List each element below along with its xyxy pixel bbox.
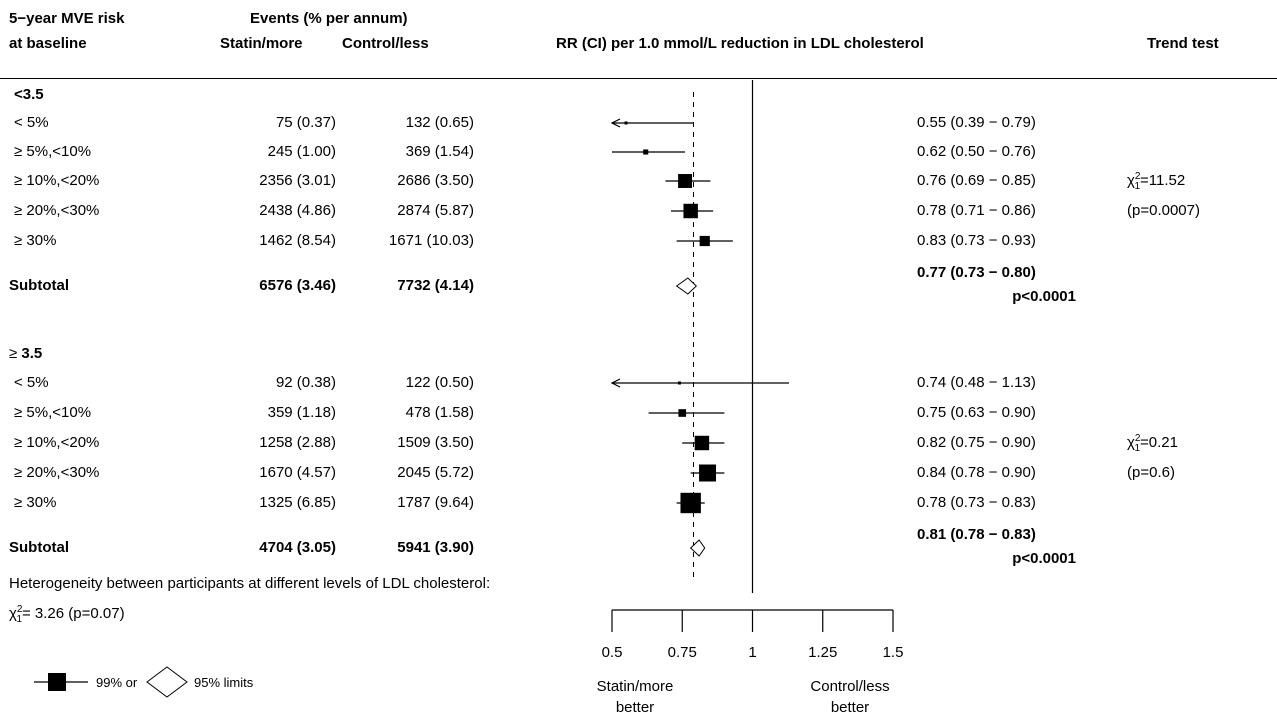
control-cell: 2874 (5.87) <box>397 202 474 219</box>
legend-99-label: 99% or <box>96 675 138 690</box>
estimate-square <box>678 409 687 417</box>
row-label: ≥ 5%,<10% <box>14 404 92 421</box>
estimate-square <box>624 121 628 125</box>
subtotal-label: Subtotal <box>9 539 69 556</box>
subtotal-label: Subtotal <box>9 277 69 294</box>
risk-header-line1: 5−year MVE risk <box>9 10 125 27</box>
rr-cell: 0.82 (0.75 − 0.90) <box>917 434 1036 451</box>
row-label: ≥ 5%,<10% <box>14 143 92 160</box>
control-cell: 1509 (3.50) <box>397 434 474 451</box>
group1-label: <3.5 <box>14 86 44 103</box>
axis-left-label-2: better <box>615 699 655 716</box>
row-label: < 5% <box>14 114 49 131</box>
estimate-square <box>683 203 698 219</box>
subtotal-diamond <box>675 277 698 295</box>
control-cell: 478 (1.58) <box>405 404 474 421</box>
control-cell: 369 (1.54) <box>405 143 474 160</box>
statin-cell: 1258 (2.88) <box>259 434 336 451</box>
statin-cell: 75 (0.37) <box>275 114 336 131</box>
control-cell: 132 (0.65) <box>405 114 474 131</box>
x-tick-label: 1 <box>748 644 757 661</box>
statin-cell: 2438 (4.86) <box>259 202 336 219</box>
legend-95-icon <box>146 666 188 698</box>
legend-99-icon <box>34 673 88 691</box>
trend-p: (p=0.6) <box>1127 464 1175 481</box>
trend-p: (p=0.0007) <box>1127 202 1200 219</box>
row-label: ≥ 20%,<30% <box>14 202 100 219</box>
legend-95-label: 95% limits <box>194 675 254 690</box>
rr-cell: 0.74 (0.48 − 1.13) <box>917 374 1036 391</box>
subtotal-statin: 4704 (3.05) <box>259 539 336 556</box>
statin-col-header: Statin/more <box>220 35 303 52</box>
control-cell: 1671 (10.03) <box>388 232 474 249</box>
trend-chi: χ21=0.21 <box>1127 433 1178 454</box>
control-cell: 2686 (3.50) <box>397 172 474 189</box>
ci-arrow <box>610 378 621 388</box>
heterogeneity-chi: χ21= 3.26 (p=0.07) <box>9 604 125 625</box>
statin-cell: 1462 (8.54) <box>259 232 336 249</box>
statin-cell: 2356 (3.01) <box>259 172 336 189</box>
subtotal-rr: 0.77 (0.73 − 0.80) <box>917 264 1036 281</box>
subtotal-rr: 0.81 (0.78 − 0.83) <box>917 526 1036 543</box>
estimate-square <box>694 435 710 451</box>
statin-cell: 1325 (6.85) <box>259 494 336 511</box>
estimate-square <box>643 149 649 155</box>
group2-label: ≥ 3.5 <box>9 345 43 362</box>
estimate-square <box>699 235 710 247</box>
estimate-square <box>699 464 717 482</box>
subtotal-control: 5941 (3.90) <box>397 539 474 556</box>
estimate-square <box>677 381 681 385</box>
row-label: ≥ 30% <box>14 232 57 249</box>
row-label: < 5% <box>14 374 49 391</box>
estimate-square <box>680 492 701 514</box>
trend-chi: χ21=11.52 <box>1127 171 1186 192</box>
heterogeneity-text: Heterogeneity between participants at di… <box>9 575 491 592</box>
rr-cell: 0.55 (0.39 − 0.79) <box>917 114 1036 131</box>
statin-cell: 1670 (4.57) <box>259 464 336 481</box>
rr-cell: 0.84 (0.78 − 0.90) <box>917 464 1036 481</box>
row-label: ≥ 10%,<20% <box>14 434 100 451</box>
control-cell: 1787 (9.64) <box>397 494 474 511</box>
subtotal-control: 7732 (4.14) <box>397 277 474 294</box>
subtotal-diamond <box>689 539 706 557</box>
risk-header-line2: at baseline <box>9 35 87 52</box>
row-label: ≥ 30% <box>14 494 57 511</box>
events-header: Events (% per annum) <box>250 10 408 27</box>
rr-cell: 0.83 (0.73 − 0.93) <box>917 232 1036 249</box>
x-tick-label: 1.25 <box>808 644 838 661</box>
header-divider <box>0 78 1277 79</box>
estimate-square <box>678 174 693 188</box>
axis-left-label-1: Statin/more <box>596 678 674 695</box>
statin-cell: 245 (1.00) <box>267 143 336 160</box>
rr-col-header: RR (CI) per 1.0 mmol/L reduction in LDL … <box>556 35 924 52</box>
control-col-header: Control/less <box>342 35 429 52</box>
statin-cell: 92 (0.38) <box>275 374 336 391</box>
control-cell: 122 (0.50) <box>405 374 474 391</box>
rr-cell: 0.75 (0.63 − 0.90) <box>917 404 1036 421</box>
x-tick-label: 0.5 <box>601 644 623 661</box>
subtotal-statin: 6576 (3.46) <box>259 277 336 294</box>
x-tick-label: 0.75 <box>667 644 697 661</box>
axis-right-label-1: Control/less <box>810 678 890 695</box>
rr-cell: 0.76 (0.69 − 0.85) <box>917 172 1036 189</box>
rr-cell: 0.78 (0.73 − 0.83) <box>917 494 1036 511</box>
trend-col-header: Trend test <box>1147 35 1219 52</box>
statin-cell: 359 (1.18) <box>267 404 336 421</box>
subtotal-p: p<0.0001 <box>1012 288 1076 305</box>
axis-right-label-2: better <box>830 699 870 716</box>
x-tick-label: 1.5 <box>882 644 904 661</box>
row-label: ≥ 10%,<20% <box>14 172 100 189</box>
row-label: ≥ 20%,<30% <box>14 464 100 481</box>
subtotal-p: p<0.0001 <box>1012 550 1076 567</box>
rr-cell: 0.78 (0.71 − 0.86) <box>917 202 1036 219</box>
ci-arrow <box>610 118 621 128</box>
control-cell: 2045 (5.72) <box>397 464 474 481</box>
rr-cell: 0.62 (0.50 − 0.76) <box>917 143 1036 160</box>
